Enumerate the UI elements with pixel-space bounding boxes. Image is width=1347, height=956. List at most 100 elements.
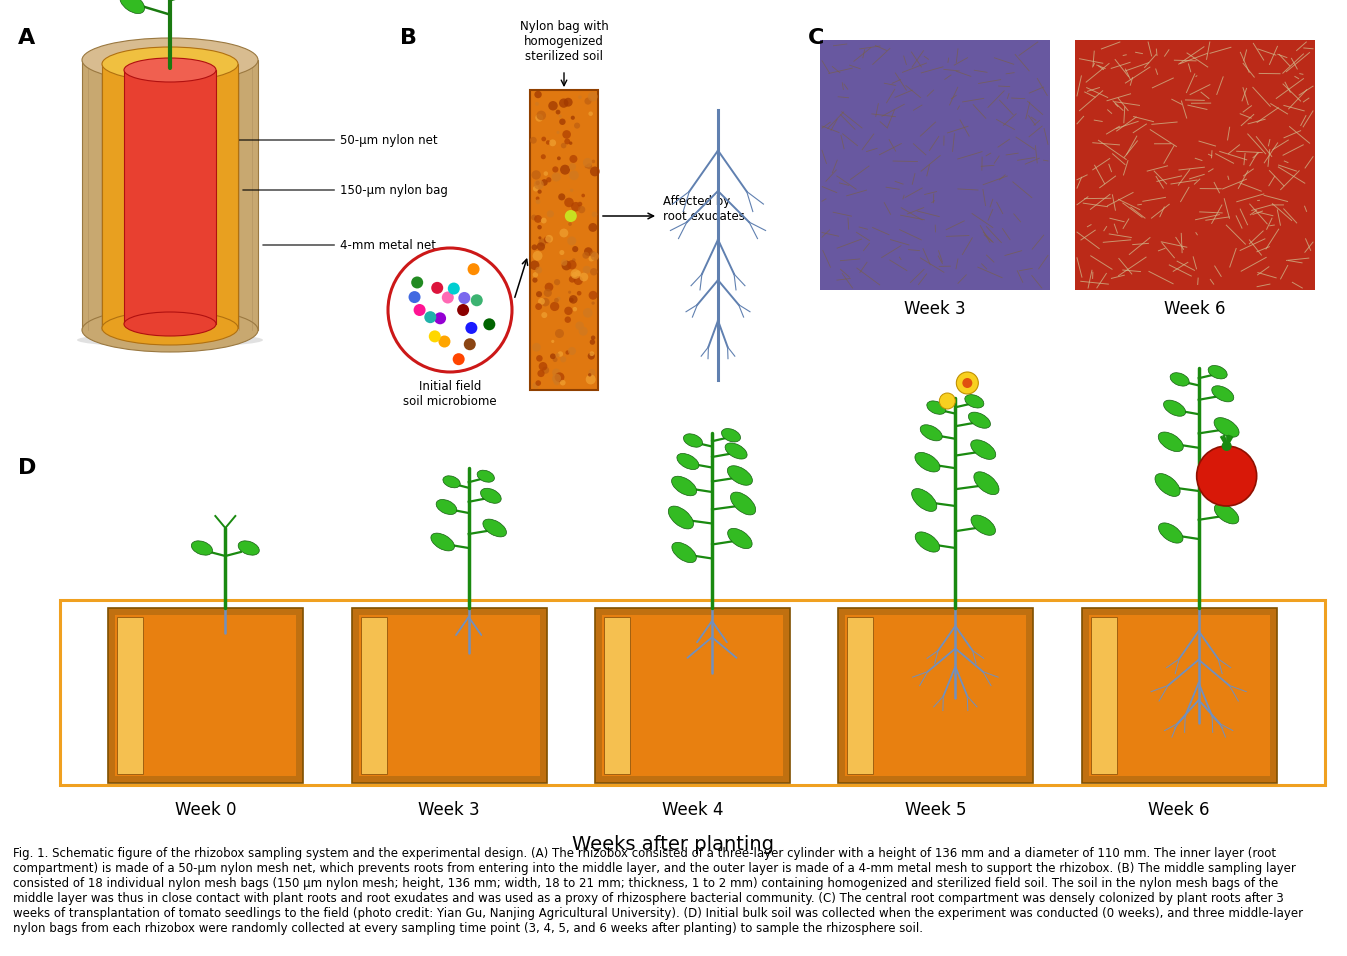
Circle shape bbox=[532, 277, 537, 283]
FancyBboxPatch shape bbox=[603, 617, 630, 774]
Circle shape bbox=[554, 279, 560, 285]
Text: Weeks after planting: Weeks after planting bbox=[572, 835, 775, 854]
Circle shape bbox=[544, 236, 551, 243]
Circle shape bbox=[536, 292, 541, 297]
Circle shape bbox=[546, 141, 551, 144]
Text: 4-mm metal net: 4-mm metal net bbox=[263, 238, 436, 251]
Circle shape bbox=[586, 375, 595, 384]
Circle shape bbox=[541, 312, 547, 318]
Text: Week 3: Week 3 bbox=[419, 801, 480, 819]
Circle shape bbox=[559, 119, 566, 125]
Ellipse shape bbox=[124, 58, 216, 82]
Ellipse shape bbox=[481, 489, 501, 503]
Circle shape bbox=[962, 378, 973, 388]
Circle shape bbox=[564, 98, 572, 107]
Circle shape bbox=[550, 354, 556, 359]
Circle shape bbox=[590, 339, 595, 345]
Polygon shape bbox=[124, 70, 216, 324]
Text: Week 6: Week 6 bbox=[1149, 801, 1210, 819]
Circle shape bbox=[564, 307, 572, 315]
Circle shape bbox=[579, 327, 587, 336]
Circle shape bbox=[453, 353, 465, 365]
Ellipse shape bbox=[102, 311, 238, 345]
Circle shape bbox=[428, 331, 440, 342]
Circle shape bbox=[560, 259, 567, 266]
Circle shape bbox=[578, 202, 582, 206]
Circle shape bbox=[571, 116, 575, 120]
Circle shape bbox=[552, 172, 560, 182]
FancyBboxPatch shape bbox=[116, 615, 296, 776]
Circle shape bbox=[541, 298, 550, 307]
Circle shape bbox=[414, 304, 426, 316]
Circle shape bbox=[539, 238, 547, 247]
Ellipse shape bbox=[1158, 523, 1183, 543]
Circle shape bbox=[550, 140, 556, 146]
Circle shape bbox=[589, 223, 597, 232]
Circle shape bbox=[583, 158, 593, 167]
Circle shape bbox=[568, 291, 571, 293]
Circle shape bbox=[589, 373, 591, 377]
Ellipse shape bbox=[431, 533, 454, 551]
Circle shape bbox=[560, 380, 566, 385]
Circle shape bbox=[442, 292, 454, 303]
Circle shape bbox=[554, 298, 559, 303]
Circle shape bbox=[463, 338, 475, 350]
Circle shape bbox=[568, 141, 572, 145]
Circle shape bbox=[568, 347, 577, 355]
Circle shape bbox=[536, 242, 546, 250]
Circle shape bbox=[467, 263, 480, 275]
Circle shape bbox=[570, 188, 574, 192]
Circle shape bbox=[537, 370, 544, 377]
Circle shape bbox=[536, 181, 540, 185]
Circle shape bbox=[552, 374, 562, 383]
Ellipse shape bbox=[82, 308, 259, 352]
Ellipse shape bbox=[722, 428, 741, 442]
Ellipse shape bbox=[436, 499, 457, 514]
Circle shape bbox=[537, 189, 541, 194]
Circle shape bbox=[555, 329, 564, 338]
Circle shape bbox=[547, 210, 554, 218]
Ellipse shape bbox=[1218, 454, 1242, 477]
Ellipse shape bbox=[971, 515, 995, 535]
Text: Week 0: Week 0 bbox=[175, 801, 237, 819]
Circle shape bbox=[536, 380, 541, 386]
FancyBboxPatch shape bbox=[61, 600, 1325, 785]
Circle shape bbox=[566, 350, 570, 355]
Ellipse shape bbox=[1158, 432, 1183, 451]
Ellipse shape bbox=[1214, 418, 1239, 437]
Circle shape bbox=[536, 355, 543, 361]
Circle shape bbox=[531, 214, 537, 221]
FancyBboxPatch shape bbox=[361, 617, 387, 774]
FancyBboxPatch shape bbox=[358, 615, 540, 776]
Ellipse shape bbox=[912, 489, 936, 511]
Ellipse shape bbox=[668, 506, 694, 529]
Text: D: D bbox=[18, 458, 36, 478]
Circle shape bbox=[564, 316, 571, 323]
Ellipse shape bbox=[974, 471, 999, 494]
Circle shape bbox=[438, 336, 450, 348]
Circle shape bbox=[535, 267, 541, 273]
Ellipse shape bbox=[683, 434, 703, 447]
Circle shape bbox=[457, 304, 469, 316]
FancyBboxPatch shape bbox=[846, 615, 1026, 776]
Circle shape bbox=[574, 276, 583, 285]
Circle shape bbox=[574, 122, 581, 129]
FancyBboxPatch shape bbox=[529, 90, 598, 390]
Circle shape bbox=[562, 261, 571, 271]
Ellipse shape bbox=[964, 395, 983, 408]
Circle shape bbox=[590, 351, 594, 356]
Ellipse shape bbox=[82, 38, 259, 82]
Circle shape bbox=[582, 194, 585, 197]
Ellipse shape bbox=[927, 401, 946, 414]
Circle shape bbox=[568, 214, 574, 219]
Circle shape bbox=[560, 164, 570, 175]
Circle shape bbox=[535, 102, 539, 106]
Circle shape bbox=[571, 270, 581, 279]
Circle shape bbox=[589, 256, 594, 261]
Ellipse shape bbox=[443, 476, 461, 488]
FancyBboxPatch shape bbox=[352, 608, 547, 783]
Circle shape bbox=[556, 131, 559, 134]
Circle shape bbox=[555, 353, 559, 358]
Circle shape bbox=[388, 248, 512, 372]
Text: Nylon bag with
homogenized
sterilized soil: Nylon bag with homogenized sterilized so… bbox=[520, 20, 609, 63]
